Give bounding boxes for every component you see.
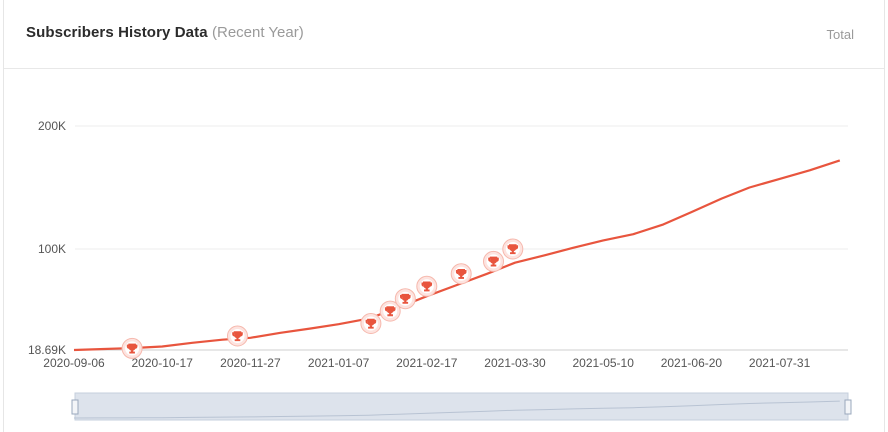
trophy-icon [483,250,504,272]
x-tick-label: 2021-03-30 [484,356,546,370]
trophy-icon [450,263,472,285]
trophy-icon [416,275,438,297]
zoom-handle-left[interactable] [71,399,79,415]
trophy-icon [227,325,248,347]
zoom-slider-track [74,392,849,421]
trophy-glyph [126,343,138,354]
x-tick-label: 2020-09-06 [43,356,105,370]
x-tick-label: 2021-02-17 [396,356,458,370]
trophy-glyph [455,268,467,279]
x-tick-label: 2021-01-07 [308,356,370,370]
trophy-icon [394,288,416,310]
y-tick-label: 200K [38,119,66,133]
trophy-glyph [384,306,396,317]
trophy-glyph [507,244,519,255]
total-toggle[interactable]: Total [826,27,854,42]
y-tick-label: 18.69K [28,343,66,357]
series-line [73,159,841,352]
trophy-glyph [421,281,433,292]
trophy-icon [502,238,524,260]
trophy-glyph [399,293,411,304]
x-tick-label: 2021-07-31 [749,356,811,370]
card-header: Subscribers History Data (Recent Year) T… [4,0,884,69]
trophy-icon [379,300,401,322]
zoom-handle-right[interactable] [844,399,852,415]
zoom-slider-preview [73,400,840,419]
x-tick-label: 2020-10-17 [132,356,194,370]
x-tick-label: 2021-06-20 [661,356,723,370]
chart-subtitle: (Recent Year) [212,24,304,41]
trophy-glyph [232,331,243,342]
x-tick-label: 2020-11-27 [220,356,281,370]
chart-title: Subscribers History Data [26,24,208,41]
x-tick-label: 2021-05-10 [573,356,635,370]
y-tick-label: 100K [38,242,66,256]
trophy-glyph [488,256,499,267]
chart-card: Subscribers History Data (Recent Year) T… [3,0,885,432]
trophy-glyph [365,318,377,329]
trophy-icon [360,313,382,334]
trophy-icon [121,337,143,359]
